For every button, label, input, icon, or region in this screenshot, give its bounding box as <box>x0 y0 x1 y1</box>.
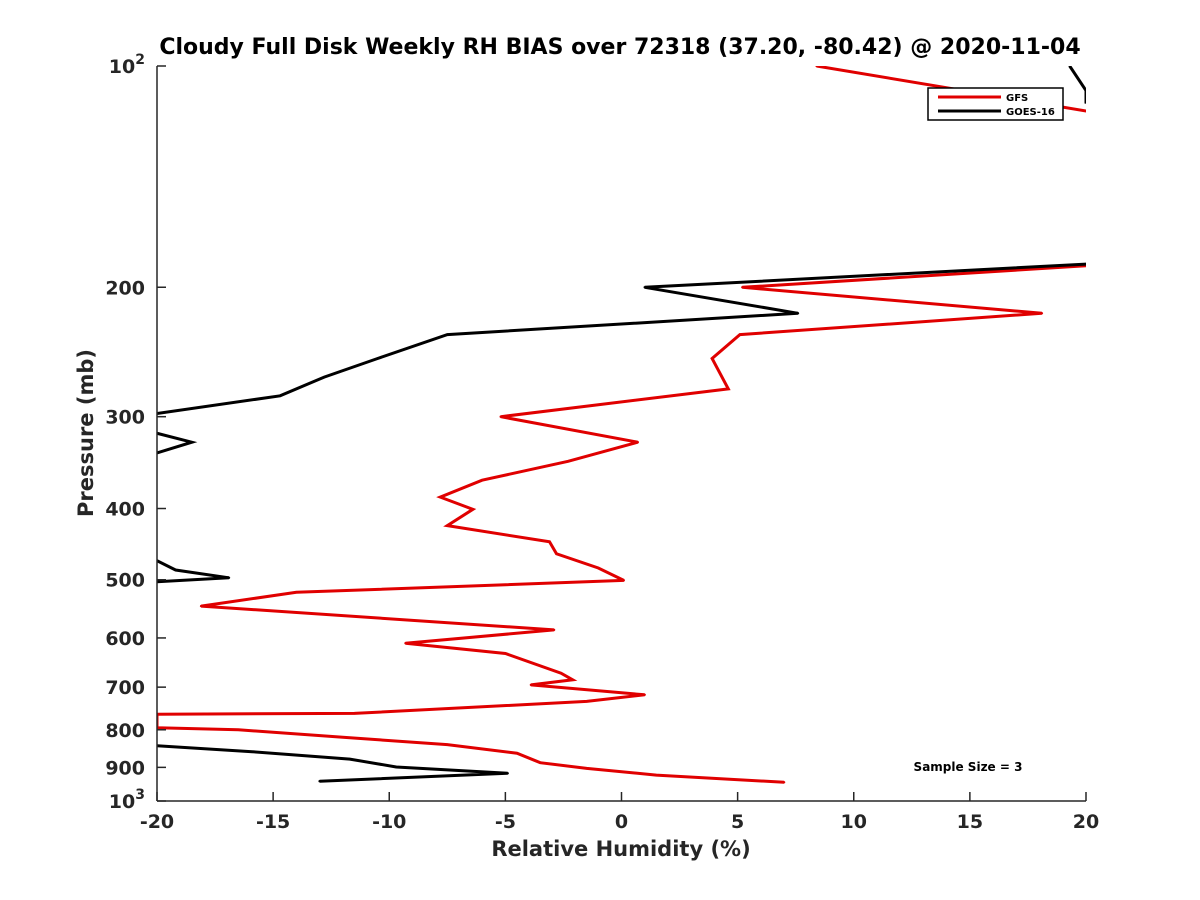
data-point-gfs <box>295 591 298 594</box>
x-tick-label: -20 <box>140 811 174 833</box>
series-line-goes-16 <box>157 66 1086 783</box>
y-tick-label: 103 <box>109 787 145 813</box>
y-tick-label: 500 <box>105 570 145 592</box>
data-point-goes-16 <box>796 312 800 315</box>
x-tick-label: 0 <box>615 811 628 833</box>
data-point-goes-16 <box>1084 89 1086 92</box>
legend-box <box>927 87 1064 121</box>
y-tick-label: 200 <box>105 277 145 299</box>
data-point-gfs <box>499 415 502 418</box>
data-point-gfs <box>504 652 507 655</box>
y-tick-label: 700 <box>105 677 145 699</box>
data-point-goes-16 <box>318 780 321 783</box>
data-point-gfs <box>341 736 344 739</box>
data-point-gfs <box>446 743 449 746</box>
data-point-goes-16 <box>1084 101 1086 104</box>
x-tick-label: -15 <box>256 811 290 833</box>
data-point-goes-16 <box>446 333 449 336</box>
x-tick-label: 5 <box>731 811 744 833</box>
x-ticks: -20 -15 -10 -5 0 5 10 15 20 <box>140 792 1099 833</box>
data-point-gfs <box>585 767 588 770</box>
data-point-gfs <box>566 460 570 463</box>
data-point-gfs <box>515 752 519 755</box>
data-point-gfs <box>404 642 407 645</box>
series-layer <box>157 66 1086 784</box>
data-point-gfs <box>471 508 475 511</box>
y-tick-label: 600 <box>105 628 145 650</box>
data-point-gfs <box>597 566 600 570</box>
data-point-goes-16 <box>251 750 254 753</box>
x-tick-label: 15 <box>957 811 983 833</box>
x-tick-label: -5 <box>495 811 516 833</box>
plot-area <box>157 66 1086 801</box>
y-axis-label: Pressure (mb) <box>74 349 98 517</box>
data-point-gfs <box>559 672 563 675</box>
data-point-goes-16 <box>395 765 398 769</box>
data-point-gfs <box>555 552 558 555</box>
data-point-gfs <box>741 286 744 289</box>
x-tick-label: 20 <box>1073 811 1099 833</box>
data-point-gfs <box>710 357 714 360</box>
data-point-gfs <box>353 712 356 715</box>
data-point-gfs <box>815 66 818 68</box>
data-point-goes-16 <box>1068 66 1071 68</box>
legend-label-gfs: GFS <box>1006 93 1028 104</box>
y-tick-label: 300 <box>105 407 145 429</box>
data-point-gfs <box>643 693 646 696</box>
data-point-gfs <box>782 781 786 784</box>
data-point-gfs <box>738 333 742 336</box>
data-point-gfs <box>446 524 449 527</box>
data-point-goes-16 <box>278 394 282 397</box>
data-point-goes-16 <box>227 576 231 579</box>
y-tick-exponent: 3 <box>135 787 145 803</box>
x-axis-label: Relative Humidity (%) <box>491 837 750 861</box>
data-point-goes-16 <box>174 568 177 572</box>
data-point-gfs <box>199 604 203 608</box>
data-point-gfs <box>237 728 240 731</box>
data-point-gfs <box>552 628 556 632</box>
data-point-gfs <box>622 579 625 582</box>
data-point-goes-16 <box>348 757 351 761</box>
y-tick-label: 900 <box>105 757 145 779</box>
data-point-gfs <box>727 387 730 391</box>
data-point-gfs <box>539 761 542 764</box>
data-point-goes-16 <box>506 772 509 775</box>
data-point-gfs <box>529 683 533 687</box>
data-point-gfs <box>655 773 658 777</box>
data-point-gfs <box>585 700 588 703</box>
data-point-goes-16 <box>376 357 379 360</box>
y-tick-base: 10 <box>109 56 135 78</box>
data-point-goes-16 <box>643 286 646 289</box>
data-point-gfs <box>571 678 574 681</box>
y-tick-label: 102 <box>109 52 145 78</box>
y-tick-exponent: 2 <box>135 52 145 68</box>
data-point-gfs <box>439 495 442 499</box>
y-tick-base: 10 <box>109 791 135 813</box>
legend-label-goes-16: GOES-16 <box>1006 107 1055 118</box>
chart-title: Cloudy Full Disk Weekly RH BIAS over 723… <box>159 35 1080 60</box>
data-point-goes-16 <box>323 375 326 379</box>
sample-size-annotation: Sample Size = 3 <box>914 760 1023 774</box>
x-tick-label: -10 <box>372 811 406 833</box>
data-point-goes-16 <box>190 441 193 444</box>
y-tick-label: 400 <box>105 499 145 521</box>
data-point-gfs <box>480 479 484 482</box>
data-point-goes-16 <box>1084 262 1086 266</box>
data-point-gfs <box>548 540 551 543</box>
data-point-gfs <box>636 441 639 444</box>
data-point-gfs <box>1040 312 1044 315</box>
y-tick-label: 800 <box>105 720 145 742</box>
x-tick-label: 10 <box>841 811 867 833</box>
legend: GFS GOES-16 <box>927 87 1064 121</box>
